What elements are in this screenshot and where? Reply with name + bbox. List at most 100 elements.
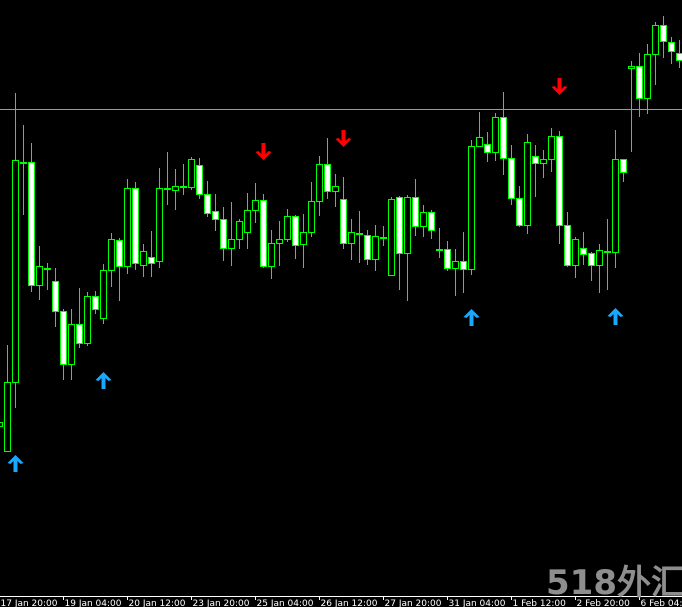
bull-candle-body <box>156 188 163 262</box>
buy-arrow-up-icon <box>95 372 112 389</box>
bear-candle-body <box>204 194 211 214</box>
bull-candle-body <box>108 239 115 271</box>
candle <box>156 168 163 268</box>
candle <box>524 134 531 234</box>
bull-candle-body <box>372 236 379 260</box>
candle <box>572 237 579 278</box>
bear-candle-body <box>260 200 267 267</box>
bull-candle-body <box>404 197 411 254</box>
time-axis: 17 Jan 20:00 19 Jan 04:00 20 Jan 12:00 23 J… <box>0 596 682 607</box>
bull-candle-body <box>356 233 363 235</box>
candle <box>268 230 275 279</box>
candle <box>4 345 11 452</box>
candle <box>516 186 523 227</box>
bear-candle-body <box>556 136 563 226</box>
bull-candle-body <box>628 66 635 69</box>
candle <box>332 174 339 207</box>
candle <box>324 138 331 199</box>
bull-candle-body <box>124 188 131 267</box>
bull-candle-body <box>276 239 283 244</box>
bull-candle-body <box>244 210 251 233</box>
candle <box>196 158 203 199</box>
candle <box>36 246 43 300</box>
bear-candle-body <box>484 144 491 153</box>
bull-candle-body <box>348 232 355 244</box>
bull-candle-body <box>68 324 75 365</box>
candle <box>420 205 427 237</box>
bear-candle-body <box>620 159 627 173</box>
bear-candle-body <box>196 165 203 195</box>
bull-candle-body <box>436 249 443 251</box>
bear-candle-body <box>364 235 371 260</box>
candle <box>68 309 75 380</box>
candle <box>604 219 611 290</box>
candle <box>660 16 667 58</box>
candle <box>412 179 419 236</box>
bull-candle-body <box>20 162 27 164</box>
bear-candle-body <box>132 188 139 264</box>
candle <box>244 193 251 249</box>
bear-candle-body <box>532 156 539 164</box>
bull-candle-body <box>420 212 427 227</box>
bull-candle-body <box>268 243 275 267</box>
bull-candle-body <box>316 164 323 202</box>
candle <box>260 194 267 268</box>
candle <box>60 309 67 380</box>
candle <box>644 44 651 114</box>
candle <box>148 231 155 277</box>
candle <box>300 214 307 268</box>
bear-candle-body <box>508 158 515 199</box>
bear-candle-body <box>116 240 123 267</box>
candle <box>596 244 603 293</box>
buy-arrow-up-icon <box>463 309 480 326</box>
bear-candle-body <box>396 197 403 254</box>
candle <box>612 130 619 268</box>
bear-candle-body <box>76 324 83 344</box>
bear-candle-body <box>52 281 59 312</box>
bull-candle-body <box>308 201 315 233</box>
candle <box>228 202 235 266</box>
bear-candle-body <box>668 42 675 52</box>
bear-candle-body <box>500 117 507 159</box>
candle <box>12 93 19 408</box>
candle <box>276 221 283 266</box>
signals-layer <box>7 78 624 472</box>
bear-candle-body <box>660 25 667 42</box>
candle <box>500 92 507 175</box>
bull-candle-body <box>100 270 107 319</box>
bull-candle-body <box>652 25 659 55</box>
candle <box>108 233 115 287</box>
candle <box>444 241 451 271</box>
bull-candle-body <box>284 216 291 240</box>
bull-candle-body <box>380 237 387 239</box>
candle <box>468 140 475 275</box>
time-axis-label: 27 Jan 20:00 <box>385 599 442 607</box>
bull-candle-body <box>596 250 603 266</box>
bear-candle-body <box>460 261 467 270</box>
bull-candle-body <box>164 188 171 190</box>
time-axis-label: 1 Feb 12:00 <box>513 599 567 607</box>
bull-candle-body <box>540 159 547 164</box>
buy-arrow-up-icon <box>607 308 624 325</box>
candle <box>20 125 27 215</box>
candles-layer <box>0 16 682 452</box>
bull-candle-body <box>572 239 579 266</box>
bear-candle-body <box>148 257 155 264</box>
time-axis-label: 26 Jan 12:00 <box>321 599 378 607</box>
bear-candle-body <box>340 199 347 244</box>
candle <box>100 264 107 324</box>
bear-candle-body <box>412 197 419 227</box>
bull-candle-body <box>332 186 339 192</box>
candle <box>356 211 363 263</box>
bull-candle-body <box>140 251 147 266</box>
bull-candle-body <box>236 221 243 240</box>
bear-candle-body <box>580 248 587 255</box>
candle <box>564 212 571 267</box>
candle <box>308 182 315 237</box>
candle <box>292 215 299 259</box>
candle <box>380 226 387 246</box>
candle <box>284 209 291 242</box>
candle <box>92 291 99 314</box>
bull-candle-body <box>300 232 307 245</box>
